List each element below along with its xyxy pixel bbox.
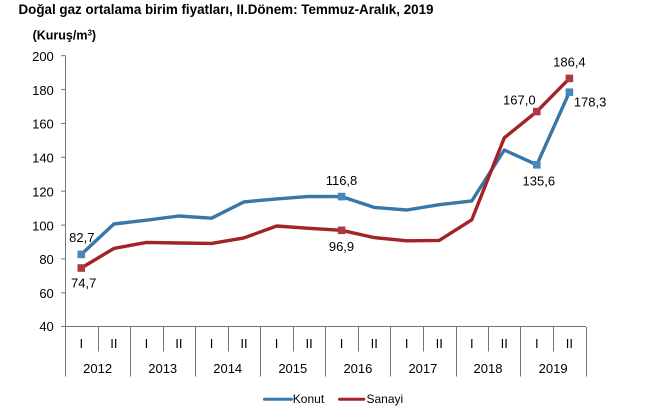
svg-text:(Kuruş/m3): (Kuruş/m3) — [33, 29, 97, 43]
svg-text:74,7: 74,7 — [71, 275, 96, 290]
svg-text:Doğal gaz ortalama birim fiyat: Doğal gaz ortalama birim fiyatları, II.D… — [19, 2, 434, 17]
svg-text:100: 100 — [32, 218, 54, 233]
svg-text:Konut: Konut — [293, 392, 325, 406]
svg-text:I: I — [405, 336, 409, 351]
svg-text:II: II — [501, 336, 508, 351]
svg-text:200: 200 — [32, 49, 54, 64]
svg-text:160: 160 — [32, 117, 54, 132]
svg-text:2014: 2014 — [213, 361, 242, 376]
svg-text:II: II — [240, 336, 247, 351]
svg-text:II: II — [110, 336, 117, 351]
svg-text:186,4: 186,4 — [553, 55, 586, 70]
svg-text:178,3: 178,3 — [574, 95, 607, 110]
svg-text:96,9: 96,9 — [329, 239, 354, 254]
svg-text:2012: 2012 — [83, 361, 112, 376]
svg-text:I: I — [275, 336, 279, 351]
svg-text:116,8: 116,8 — [326, 173, 358, 188]
svg-text:II: II — [371, 336, 378, 351]
svg-text:40: 40 — [39, 319, 53, 334]
svg-text:II: II — [305, 336, 312, 351]
svg-text:180: 180 — [32, 83, 54, 98]
svg-text:167,0: 167,0 — [503, 92, 536, 107]
svg-text:2015: 2015 — [278, 361, 307, 376]
svg-text:120: 120 — [32, 184, 54, 199]
svg-text:2019: 2019 — [539, 361, 568, 376]
svg-text:Sanayi: Sanayi — [367, 392, 404, 406]
svg-text:60: 60 — [39, 286, 53, 301]
svg-text:82,7: 82,7 — [69, 230, 94, 245]
svg-text:I: I — [470, 336, 474, 351]
svg-text:140: 140 — [32, 151, 54, 166]
svg-text:I: I — [210, 336, 214, 351]
svg-text:I: I — [145, 336, 149, 351]
svg-text:I: I — [79, 336, 83, 351]
svg-text:135,6: 135,6 — [523, 173, 556, 188]
svg-text:2013: 2013 — [148, 361, 177, 376]
svg-text:I: I — [340, 336, 344, 351]
svg-text:2018: 2018 — [474, 361, 503, 376]
svg-text:2016: 2016 — [343, 361, 372, 376]
svg-text:II: II — [566, 336, 573, 351]
svg-text:II: II — [175, 336, 182, 351]
svg-text:I: I — [535, 336, 539, 351]
svg-text:80: 80 — [39, 252, 53, 267]
svg-text:2017: 2017 — [408, 361, 437, 376]
svg-text:II: II — [436, 336, 443, 351]
